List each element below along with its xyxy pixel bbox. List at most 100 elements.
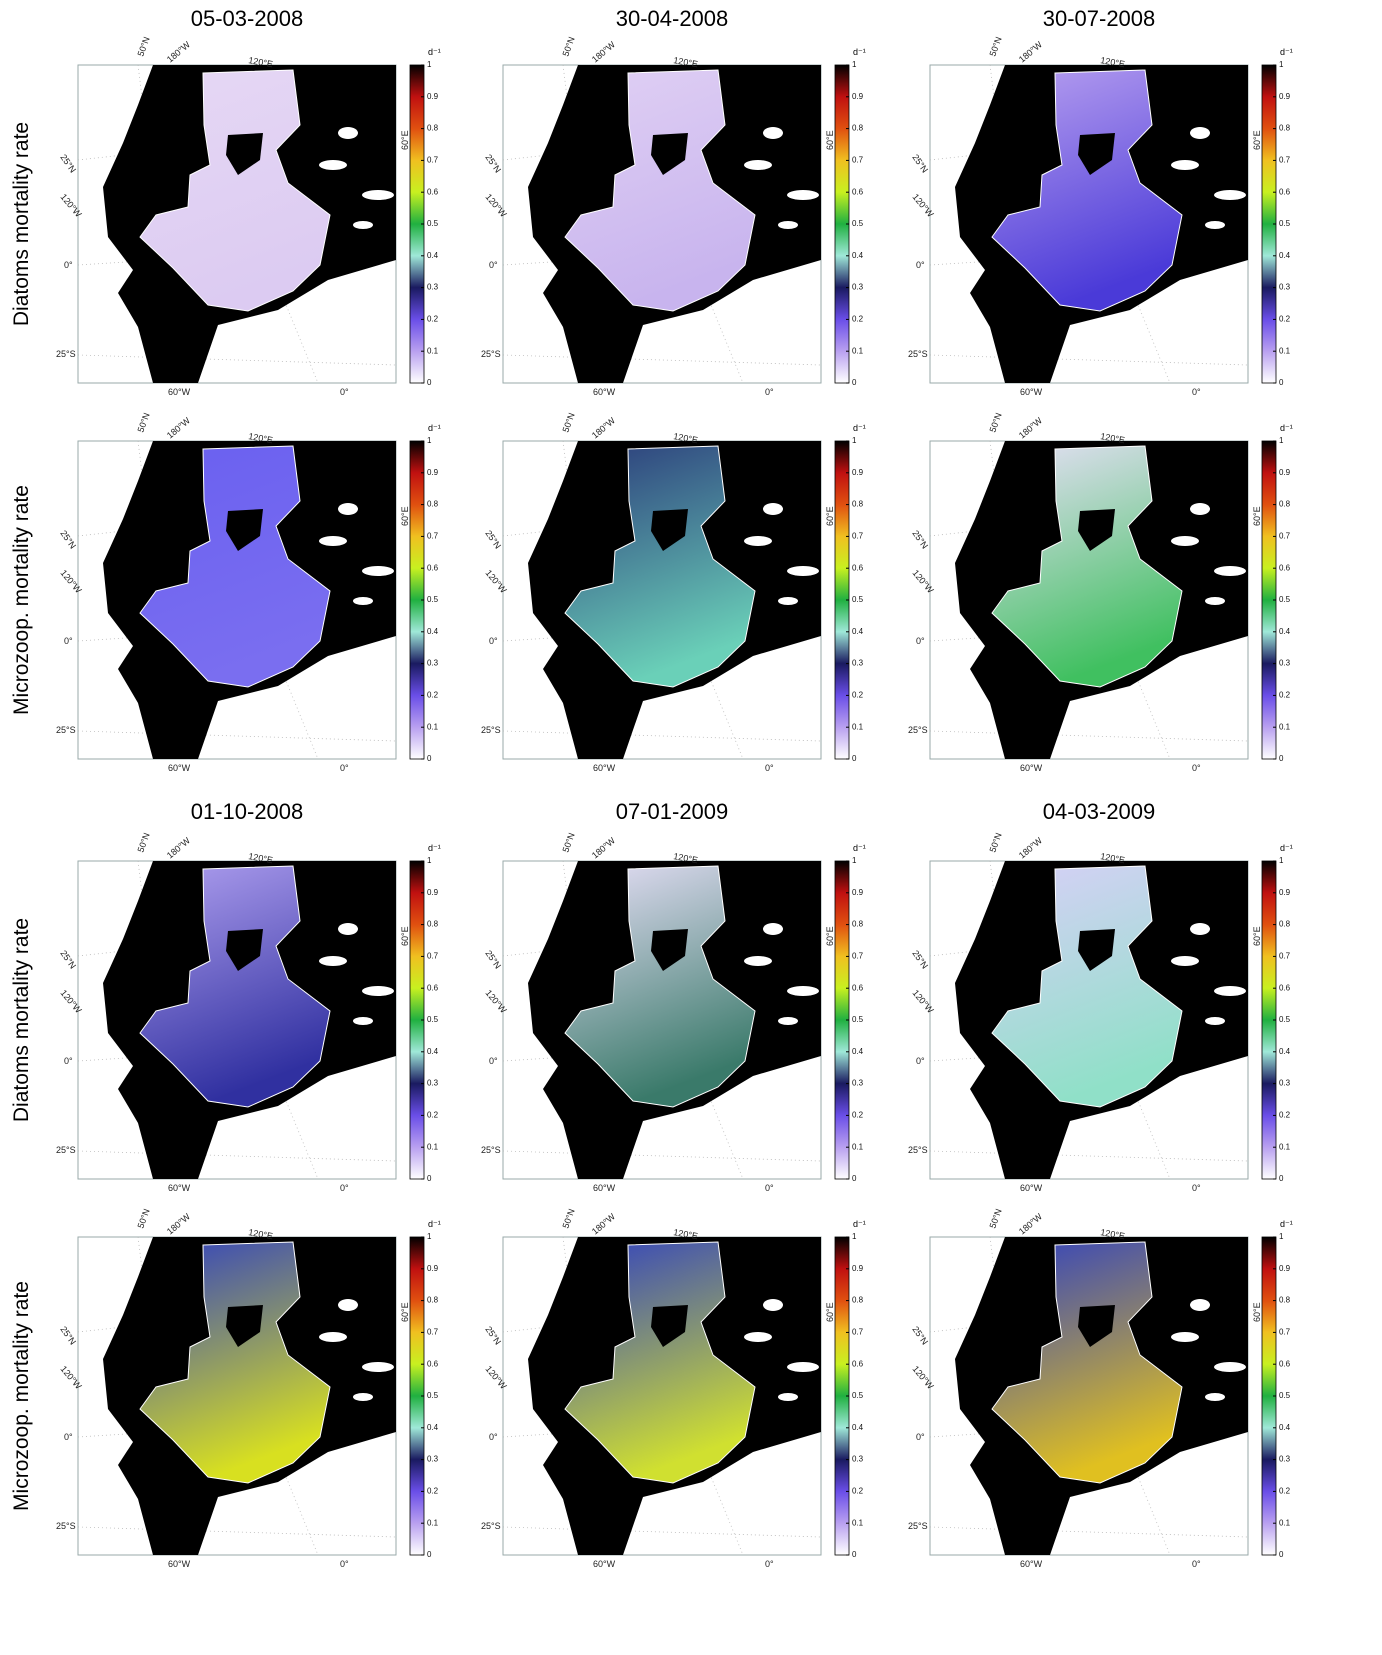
lat-label: 25°S [908, 349, 928, 359]
colorbar-tick-label: 1 [1279, 436, 1284, 445]
lon-label: 60°W [593, 1559, 616, 1569]
ice-patch [744, 1332, 772, 1342]
ice-patch [319, 956, 347, 966]
lon-label: 60°W [593, 387, 616, 397]
lon-label: 120°E [1100, 851, 1126, 865]
colorbar-tick-label: 0.8 [852, 500, 864, 509]
colorbar-tick-label: 0.1 [1279, 1142, 1291, 1151]
colorbar-tick-label: 0.2 [1279, 315, 1291, 324]
lat-label: 50°N [135, 411, 151, 433]
lat-label: 25°N [58, 1324, 78, 1346]
lon-label: 60°E [400, 926, 410, 946]
lon-label: 120°E [1100, 55, 1126, 69]
lon-label: 0° [1192, 1183, 1201, 1193]
column-title: 01-10-2008 [191, 799, 304, 824]
lat-label: 50°N [987, 411, 1003, 433]
colorbar-tick-label: 0.6 [852, 1359, 864, 1368]
lat-label: 50°N [135, 35, 151, 57]
lon-label: 0° [64, 1432, 73, 1442]
colorbar-tick-label: 1 [427, 856, 432, 865]
colorbar-tick-label: 0.2 [852, 1111, 864, 1120]
colorbar-tick-label: 0 [852, 1174, 857, 1183]
colorbar-tick-label: 0.6 [1279, 563, 1291, 572]
lat-label: 25°S [908, 1145, 928, 1155]
colorbar-tick-label: 0.4 [427, 1047, 439, 1056]
column-title: 04-03-2009 [1043, 799, 1156, 824]
land-island [651, 509, 688, 551]
colorbar-tick-label: 0.7 [427, 156, 439, 165]
colorbar-tick-label: 0 [1279, 378, 1284, 387]
ocean-field [564, 865, 756, 1108]
colorbar-tick-label: 0.2 [1279, 1111, 1291, 1120]
ice-patch [1214, 190, 1246, 200]
lat-label: 25°N [910, 948, 930, 970]
colorbar-tick-label: 0.4 [852, 1423, 864, 1432]
colorbar-tick-label: 0.6 [1279, 187, 1291, 196]
land-island [1078, 929, 1115, 971]
lon-label: 0° [916, 1056, 925, 1066]
colorbar-tick-label: 0.2 [852, 1487, 864, 1496]
ice-patch [1214, 1362, 1246, 1372]
ice-patch [763, 503, 783, 515]
colorbar-tick-label: 0.7 [427, 952, 439, 961]
colorbar-tick-label: 0.9 [852, 92, 864, 101]
colorbar-tick-label: 0 [427, 754, 432, 763]
colorbar-tick-label: 1 [427, 60, 432, 69]
ice-patch [744, 536, 772, 546]
lon-label: 60°W [1020, 763, 1043, 773]
lon-label: 0° [340, 1559, 349, 1569]
colorbar-tick-label: 0.9 [1279, 888, 1291, 897]
lon-label: 0° [765, 1183, 774, 1193]
column-title: 30-04-2008 [616, 6, 729, 31]
ocean-field [139, 1241, 331, 1484]
lat-label: 50°N [560, 35, 576, 57]
lon-label: 60°E [400, 130, 410, 150]
ice-patch [338, 923, 358, 935]
ice-patch [1190, 503, 1210, 515]
lon-label: 180°W [590, 415, 618, 440]
lon-label: 0° [1192, 387, 1201, 397]
colorbar-tick-label: 0.6 [852, 983, 864, 992]
ocean-field [139, 865, 331, 1108]
row-label: Microzoop. mortality rate [10, 485, 33, 715]
colorbar-tick-label: 0.5 [427, 1391, 439, 1400]
colorbar-tick-label: 0.1 [852, 346, 864, 355]
colorbar-tick-label: 0.5 [852, 219, 864, 228]
lon-label: 60°W [593, 1183, 616, 1193]
ice-patch [763, 1299, 783, 1311]
colorbar-tick-label: 0.5 [1279, 219, 1291, 228]
lon-label: 60°W [1020, 1183, 1043, 1193]
lon-label: 0° [64, 260, 73, 270]
colorbar-tick-label: 0.2 [427, 1111, 439, 1120]
land-island [651, 929, 688, 971]
colorbar-tick-label: 0.3 [1279, 1079, 1291, 1088]
colorbar-tick-label: 0.9 [852, 1264, 864, 1273]
ice-patch [1190, 1299, 1210, 1311]
colorbar-tick-label: 0.9 [1279, 92, 1291, 101]
lat-label: 25°N [910, 528, 930, 550]
colorbar-unit: d⁻¹ [1280, 47, 1293, 57]
lat-label: 50°N [560, 411, 576, 433]
colorbar-tick-label: 1 [852, 856, 857, 865]
colorbar-tick-label: 1 [852, 436, 857, 445]
colorbar-tick-label: 1 [852, 1232, 857, 1241]
ocean-field [991, 865, 1183, 1108]
lon-label: 0° [916, 636, 925, 646]
lat-label: 25°S [481, 1145, 501, 1155]
colorbar-unit: d⁻¹ [853, 1219, 866, 1229]
lon-label: 120°E [1100, 431, 1126, 445]
colorbar-tick-label: 0.9 [427, 92, 439, 101]
ice-patch [1190, 127, 1210, 139]
lat-label: 25°N [483, 152, 503, 174]
colorbar-tick-label: 0.6 [427, 563, 439, 572]
land-island [651, 133, 688, 175]
colorbar-tick-label: 0.8 [1279, 1296, 1291, 1305]
colorbar-unit: d⁻¹ [428, 47, 441, 57]
lon-label: 0° [489, 1432, 498, 1442]
lon-label: 120°E [248, 851, 274, 865]
